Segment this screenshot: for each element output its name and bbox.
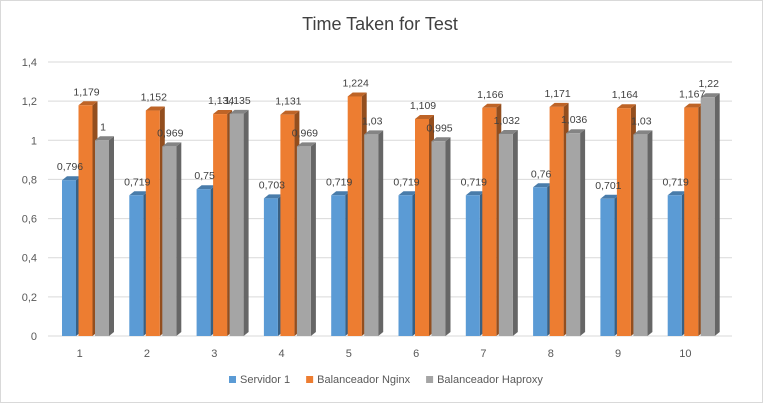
data-label: 0,719: [393, 176, 419, 188]
bar: [684, 103, 704, 336]
bar: [533, 183, 553, 336]
bar: [280, 110, 300, 336]
data-label: 0,969: [157, 127, 183, 139]
data-label: 1,134: [208, 95, 234, 107]
y-tick-label: 0: [31, 331, 37, 343]
data-label: 1,179: [73, 86, 99, 98]
x-tick-label: 4: [278, 348, 284, 360]
data-label: 1,166: [477, 89, 503, 101]
y-tick-label: 1,2: [22, 96, 37, 108]
data-label: 1,224: [343, 77, 369, 89]
x-tick-label: 7: [480, 348, 486, 360]
legend-item: Balanceador Haproxy: [426, 374, 543, 386]
data-label: 1,109: [410, 100, 436, 112]
bar: [229, 109, 249, 336]
bar: [398, 191, 418, 336]
x-tick-label: 3: [211, 348, 217, 360]
bar: [296, 142, 316, 336]
y-tick-label: 0,6: [22, 214, 37, 226]
bar: [633, 130, 653, 336]
x-tick-label: 2: [144, 348, 150, 360]
y-tick-label: 1: [31, 135, 37, 147]
bar: [616, 104, 636, 336]
bar: [196, 185, 216, 336]
y-tick-label: 1,4: [22, 57, 37, 69]
bar: [482, 103, 502, 336]
data-label: 1,22: [698, 78, 719, 90]
legend: Servidor 1 Balanceador Nginx Balanceador H…: [229, 374, 543, 386]
y-tick-label: 0,4: [22, 253, 37, 265]
data-label: 1,131: [275, 96, 301, 108]
bar: [498, 130, 518, 336]
x-tick-label: 5: [346, 348, 352, 360]
data-label: 0,701: [595, 180, 621, 192]
legend-item: Balanceador Nginx: [306, 374, 411, 386]
bar: [700, 93, 720, 336]
x-tick-label: 1: [77, 348, 83, 360]
x-axis-ticks: 1 2 3 4 5 6 7 8 9 10: [77, 348, 692, 360]
bar: [347, 92, 367, 337]
bar: [162, 142, 182, 336]
bar: [95, 136, 114, 336]
legend-label: Balanceador Haproxy: [437, 374, 543, 386]
data-label: 0,76: [531, 168, 552, 180]
bar: [667, 191, 687, 336]
data-label: 0,719: [663, 176, 689, 188]
data-label: 1,167: [679, 89, 705, 101]
legend-swatch: [426, 376, 434, 383]
data-label: 0,719: [326, 176, 352, 188]
data-label: 0,703: [259, 179, 285, 191]
bar: [129, 191, 149, 336]
legend-item: Servidor 1: [229, 374, 290, 386]
data-label: 1: [100, 121, 106, 133]
data-label: 1,152: [141, 92, 167, 104]
bar: [465, 191, 485, 336]
data-label: 0,969: [292, 127, 318, 139]
x-tick-label: 10: [679, 348, 691, 360]
bar: [331, 191, 351, 336]
data-label: 0,719: [124, 176, 150, 188]
data-label: 1,03: [631, 115, 652, 127]
bar: [213, 110, 233, 336]
data-label: 1,135: [224, 95, 250, 107]
bar: [263, 194, 283, 336]
bar: [431, 137, 451, 336]
bar: [145, 106, 165, 336]
data-label: 0,75: [194, 170, 215, 182]
y-tick-label: 0,8: [22, 174, 37, 186]
data-label: 1,036: [561, 114, 587, 126]
legend-label: Servidor 1: [240, 374, 290, 386]
bar: [415, 114, 434, 337]
bar: [62, 176, 81, 336]
y-axis-ticks: 0 0,2 0,4 0,6 0,8 1 1,2 1,4: [22, 57, 37, 343]
bar: [78, 101, 98, 336]
x-tick-label: 8: [548, 348, 554, 360]
data-labels: 0,796 1,179 1 0,719 1,152 0,969 0,75 1,1341,135…: [57, 77, 719, 191]
data-label: 0,995: [426, 122, 452, 134]
data-label: 1,03: [362, 115, 383, 127]
bar: [364, 130, 384, 336]
legend-swatch: [306, 376, 314, 383]
bar: [600, 194, 620, 336]
data-label: 1,171: [544, 88, 570, 100]
data-label: 1,032: [494, 115, 520, 127]
x-tick-label: 6: [413, 348, 419, 360]
data-label: 0,796: [57, 161, 83, 173]
bar-series: [62, 92, 720, 337]
data-label: 1,164: [612, 89, 638, 101]
legend-swatch: [229, 376, 236, 383]
x-tick-label: 9: [615, 348, 621, 360]
data-label: 0,719: [461, 176, 487, 188]
legend-label: Balanceador Nginx: [317, 374, 410, 386]
bar: [549, 102, 569, 336]
chart-title: Time Taken for Test: [302, 14, 458, 34]
bar: [566, 129, 586, 336]
y-tick-label: 0,2: [22, 292, 37, 304]
